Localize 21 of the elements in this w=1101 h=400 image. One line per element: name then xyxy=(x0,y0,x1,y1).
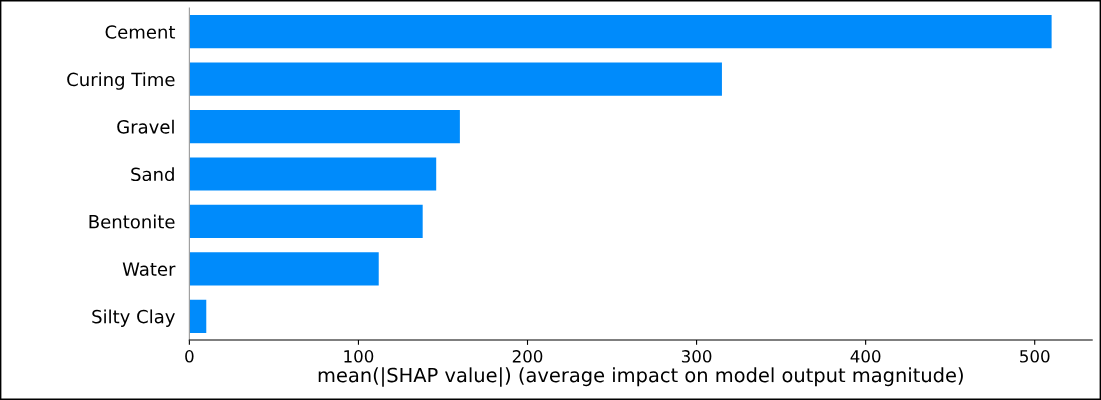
x-tick-label: 300 xyxy=(681,350,712,363)
y-tick-label: Curing Time xyxy=(67,72,175,90)
x-axis-title: mean(|SHAP value|) (average impact on model output magnitude) xyxy=(318,367,963,387)
y-tick-label: Cement xyxy=(105,25,176,39)
bar xyxy=(189,109,460,144)
y-tick-label: Water xyxy=(122,262,176,276)
y-tick-label: Sand xyxy=(131,167,174,182)
bar xyxy=(189,299,207,333)
bar xyxy=(189,252,379,286)
bar xyxy=(189,204,423,239)
bar xyxy=(189,15,1052,49)
y-tick-label: Gravel xyxy=(117,119,174,134)
x-tick-label: 0 xyxy=(185,350,194,363)
bar xyxy=(189,62,722,96)
x-tick-label: 200 xyxy=(512,350,543,363)
x-tick-label: 400 xyxy=(850,350,881,363)
y-tick-label: Silty Clay xyxy=(92,309,175,327)
bar xyxy=(189,157,437,191)
y-tick-label: Bentonite xyxy=(89,214,175,229)
x-tick-label: 500 xyxy=(1020,350,1050,363)
x-tick-label: 100 xyxy=(344,350,374,363)
